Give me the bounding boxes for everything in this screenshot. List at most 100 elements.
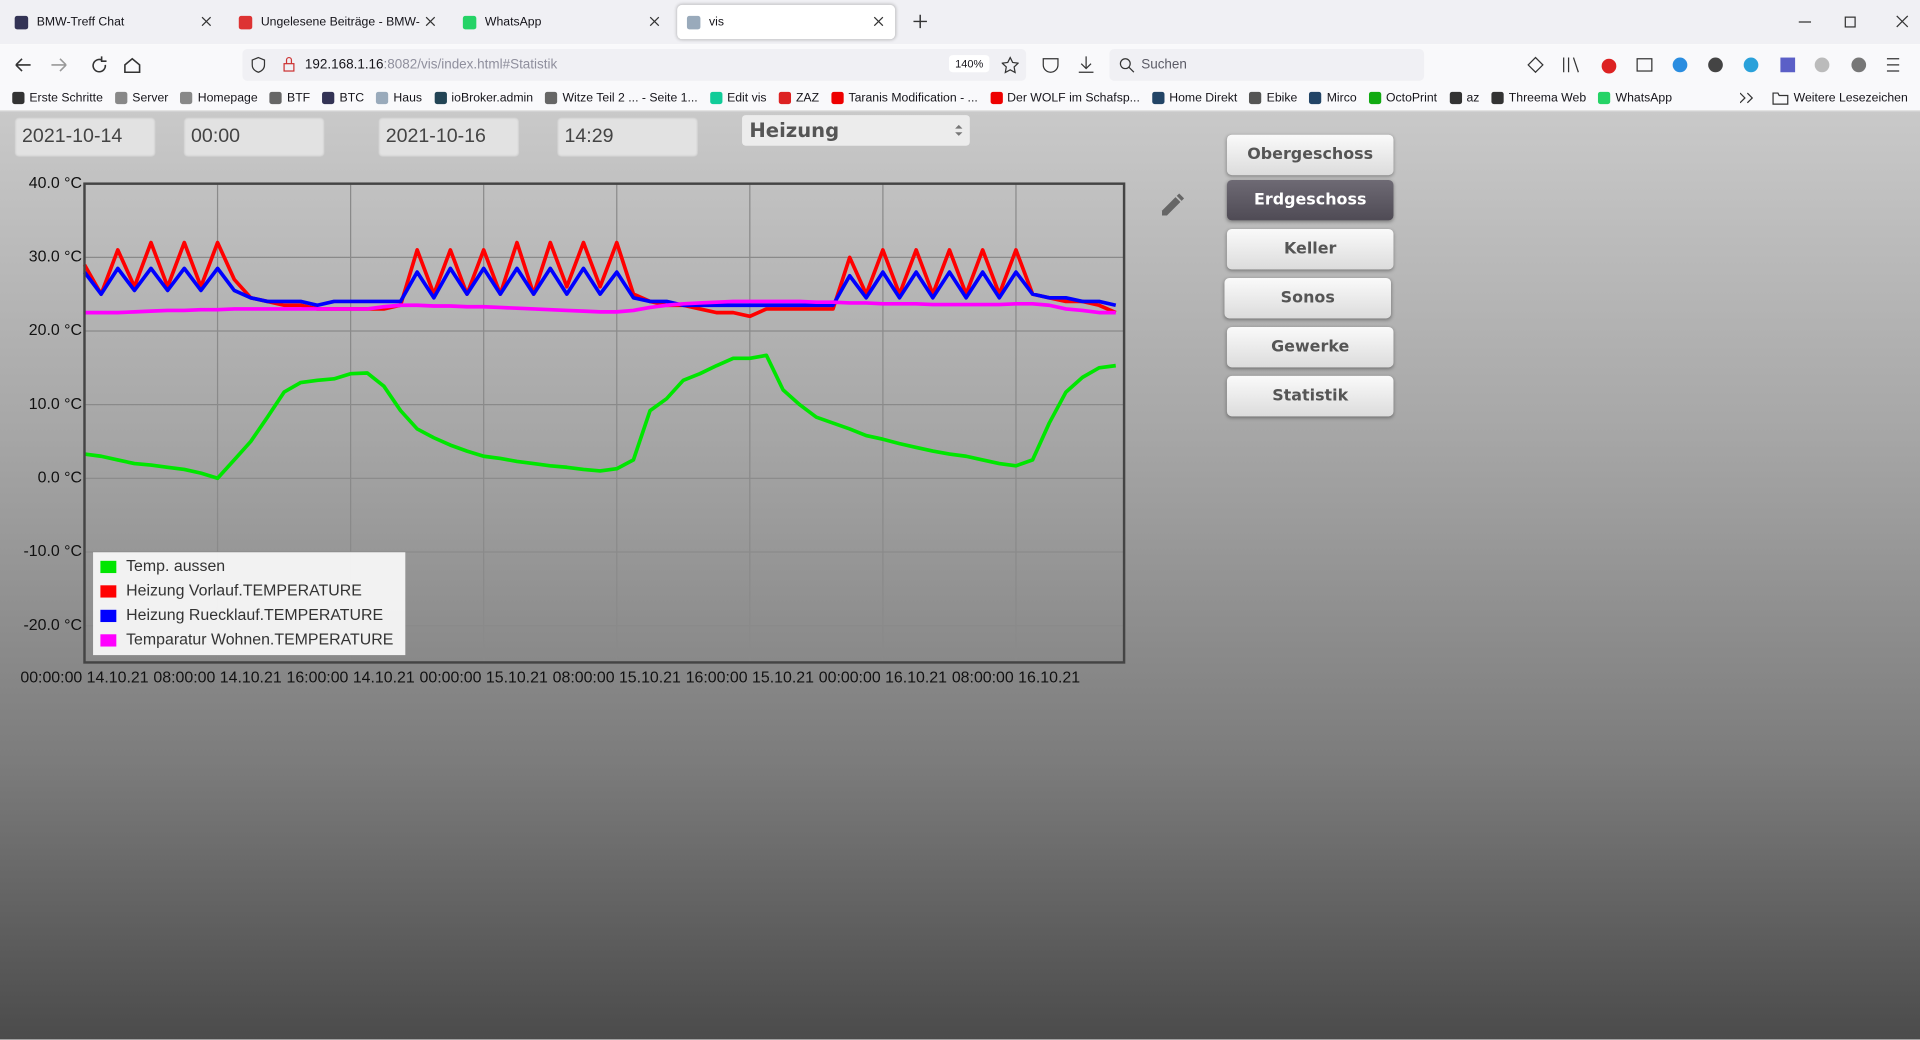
x-tick-label: 16:00:00 14.10.21	[286, 670, 414, 687]
bookmark[interactable]: Edit vis	[709, 91, 767, 105]
bookmark-label: Taranis Modification - ...	[848, 91, 978, 105]
bookmark-icon	[376, 91, 389, 105]
bookmark[interactable]: Taranis Modification - ...	[831, 91, 978, 105]
bookmark[interactable]: Mirco	[1309, 91, 1357, 105]
more-bookmarks-label: Weitere Lesezeichen	[1793, 91, 1908, 105]
tab-close[interactable]	[873, 16, 884, 27]
nav-button[interactable]: Sonos	[1224, 277, 1392, 319]
plot-border	[83, 182, 1126, 664]
bookmark[interactable]: OctoPrint	[1368, 91, 1437, 105]
bookmark[interactable]: ZAZ	[778, 91, 820, 105]
bookmark-label: ZAZ	[795, 91, 820, 105]
y-tick-label: 40.0 °C	[29, 175, 82, 192]
window-controls[interactable]	[1794, 12, 1916, 32]
nav-button[interactable]: Erdgeschoss	[1226, 180, 1394, 221]
tab-title: WhatsApp	[484, 15, 542, 29]
tab-close[interactable]	[649, 16, 660, 27]
bookmark[interactable]: BTF	[269, 91, 310, 105]
start-date-input[interactable]: 2021-10-14	[14, 117, 156, 157]
bookmark[interactable]: Homepage	[180, 91, 258, 105]
y-tick-label: -20.0 °C	[24, 617, 83, 634]
search-bar[interactable]: Suchen	[1109, 48, 1425, 81]
nav-icons[interactable]	[12, 54, 147, 76]
browser-tab[interactable]: vis	[677, 4, 896, 40]
bookmark[interactable]: Home Direkt	[1152, 91, 1238, 105]
bookmark-icon	[1152, 91, 1165, 105]
bookmark-label: Edit vis	[727, 91, 767, 105]
browser-tab[interactable]: BMW-Treff Chat	[5, 5, 223, 39]
bookmark[interactable]: Threema Web	[1491, 91, 1586, 105]
bookmark-label: Homepage	[197, 91, 258, 105]
y-tick-label: 30.0 °C	[29, 249, 82, 266]
tab-close[interactable]	[201, 16, 212, 27]
address-host: 192.168.1.16	[304, 57, 384, 73]
close-glyph	[649, 16, 660, 27]
bookmark-icon	[1598, 91, 1611, 105]
series-line	[83, 266, 1117, 308]
tab-close[interactable]	[425, 16, 436, 27]
bookmark[interactable]: Haus	[376, 91, 422, 105]
bookmark[interactable]: Witze Teil 2 ... - Seite 1...	[545, 91, 698, 105]
bookmark[interactable]: Erste Schritte	[12, 91, 103, 105]
search-placeholder: Suchen	[1141, 57, 1187, 73]
y-tick-label: 0.0 °C	[38, 470, 82, 487]
tab-favicon	[686, 15, 701, 29]
legend-label: Temparatur Wohnen.TEMPERATURE	[126, 632, 393, 649]
bookmark-icon	[990, 91, 1003, 105]
bookmark-label: Erste Schritte	[29, 91, 103, 105]
bookmark-label: Mirco	[1326, 91, 1357, 105]
end-time-input[interactable]: 14:29	[557, 117, 698, 157]
more-bookmarks[interactable]: Weitere Lesezeichen	[1739, 91, 1908, 106]
zoom-level[interactable]: 140%	[948, 55, 990, 73]
y-tick-label: -10.0 °C	[24, 543, 83, 560]
nav-bar: 192.168.1.16:8082/vis/index.html#Statist…	[0, 44, 1920, 86]
bookmark-icon	[1449, 91, 1462, 105]
new-tab[interactable]	[912, 13, 928, 29]
toolbar-icons[interactable]	[1041, 55, 1096, 75]
y-tick-label: 10.0 °C	[29, 396, 82, 413]
bookmarks-bar: Erste Schritte Server Homepage BTF BTC Haus io…	[0, 85, 1920, 112]
x-tick-label: 16:00:00 15.10.21	[686, 670, 814, 687]
address-bar[interactable]: 192.168.1.16:8082/vis/index.html#Statist…	[242, 48, 1027, 81]
tab-favicon	[238, 15, 253, 29]
tab-favicon	[462, 15, 477, 29]
bookmark[interactable]: ioBroker.admin	[434, 91, 533, 105]
bookmark[interactable]: Ebike	[1249, 91, 1297, 105]
legend-swatch	[100, 609, 117, 623]
browser-tab[interactable]: WhatsApp	[453, 5, 671, 39]
bookmark[interactable]: WhatsApp	[1598, 91, 1672, 105]
legend-label: Temp. aussen	[126, 558, 225, 575]
legend-swatch	[100, 585, 117, 598]
extension-icons[interactable]	[1524, 53, 1910, 77]
bookmark[interactable]: Server	[115, 91, 168, 105]
browser-tab[interactable]: Ungelesene Beiträge - BMW-Tre	[229, 5, 447, 39]
nav-button[interactable]: Keller	[1226, 228, 1394, 270]
nav-button[interactable]: Statistik	[1226, 375, 1394, 417]
y-tick-label: 20.0 °C	[29, 322, 82, 339]
bookmark-icon	[269, 91, 283, 105]
select-arrows	[955, 124, 963, 136]
bookmark-label: Home Direkt	[1169, 91, 1238, 105]
nav-button[interactable]: Obergeschoss	[1226, 134, 1394, 176]
end-date-input[interactable]: 2021-10-16	[378, 117, 520, 157]
category-select[interactable]: Heizung	[742, 115, 970, 146]
legend-swatch	[100, 560, 117, 574]
bookmark[interactable]: az	[1449, 91, 1479, 105]
chart: 40.0 °C 30.0 °C 20.0 °C 10.0 °C 0.0 °C -10.0 …	[20, 175, 1126, 687]
series-line	[84, 299, 1116, 315]
start-time-input[interactable]: 00:00	[183, 117, 325, 157]
bookmark-icon	[1368, 91, 1382, 105]
edit-icon[interactable]	[1158, 190, 1187, 219]
tab-title: vis	[708, 15, 724, 29]
bookmark-icon	[115, 91, 128, 105]
security-icons	[251, 56, 295, 73]
bookmark[interactable]: Der WOLF im Schafsp...	[990, 91, 1140, 105]
nav-button[interactable]: Gewerke	[1226, 326, 1394, 368]
bookmark-icon	[1491, 91, 1504, 105]
bookmark[interactable]: BTC	[322, 91, 364, 105]
legend-label: Heizung Ruecklauf.TEMPERATURE	[126, 607, 383, 624]
bookmark-icon	[1309, 91, 1322, 105]
close-glyph	[201, 16, 212, 27]
vis-view: 2021-10-14 00:00 2021-10-16 14:29 Heizun…	[0, 111, 1920, 1040]
bookmark-star[interactable]	[1001, 56, 1019, 74]
